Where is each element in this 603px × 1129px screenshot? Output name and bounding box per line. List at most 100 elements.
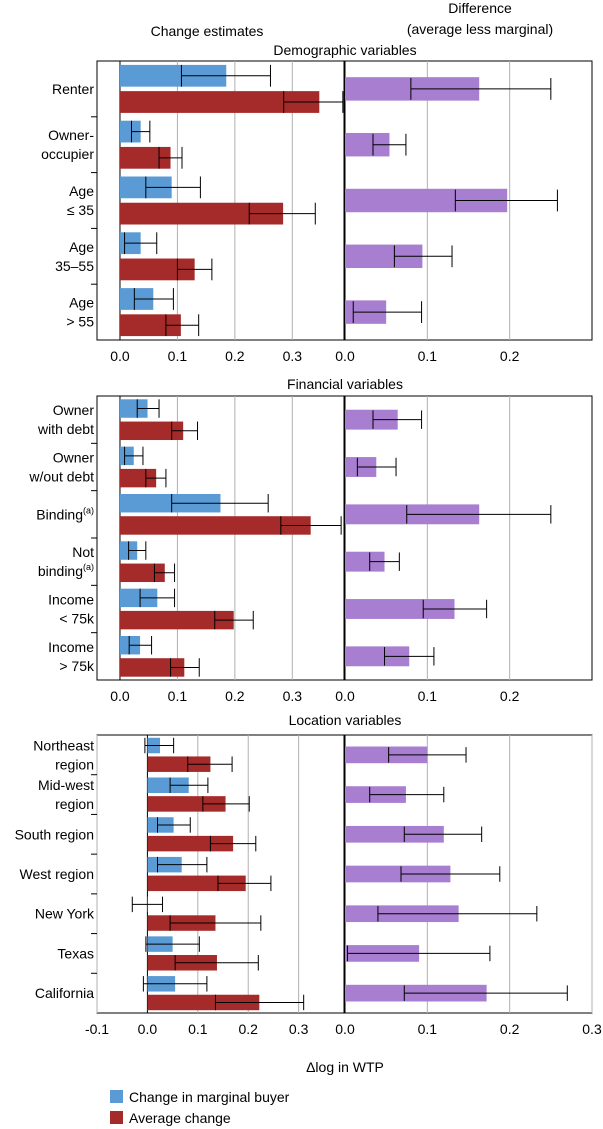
right-tick-label: 0.1: [418, 1021, 438, 1037]
category-label: Not: [72, 544, 94, 560]
right-tick-label: 0.1: [418, 688, 438, 704]
bar-difference: [345, 551, 385, 572]
bar-marginal: [119, 64, 227, 87]
bar-average: [119, 658, 185, 677]
bar-average: [119, 202, 284, 225]
left-tick-label: 0.0: [138, 1021, 158, 1037]
right-tick-label: 0.2: [500, 348, 520, 364]
right-plot-frame: [344, 395, 593, 681]
footnote-marker: (a): [83, 562, 94, 572]
right-tick-label: 0.0: [335, 688, 355, 704]
bar-difference: [345, 865, 451, 883]
left-plot-frame: [96, 734, 345, 1014]
bar-average: [119, 421, 184, 441]
left-tick-label: 0.2: [238, 1021, 258, 1037]
panel-0: Demographic variables 0.0 0.1 0.2 0.3 0.0 0.1 0…: [41, 42, 593, 364]
category-label: South region: [15, 826, 94, 842]
category-label: Owner-: [48, 127, 94, 143]
right-panel-title-line1: Difference: [448, 0, 512, 16]
bar-difference: [345, 188, 508, 213]
panel-2: Location variables -0.1 0.0 0.1 0.2 0.3 0.0 0.1…: [15, 712, 602, 1037]
bar-difference: [345, 244, 423, 269]
bar-average: [147, 835, 234, 852]
bar-difference: [345, 746, 428, 764]
category-label: Owner: [53, 402, 95, 418]
panel-title: Financial variables: [287, 376, 403, 392]
category-label: with debt: [37, 421, 94, 437]
right-panel-title-line2: (average less marginal): [407, 21, 553, 37]
right-tick-label: 0.0: [335, 348, 355, 364]
bar-average: [119, 258, 195, 281]
category-label: California: [35, 985, 94, 1001]
bar-average: [119, 563, 165, 583]
x-axis-label: Δlog in WTP: [306, 1059, 384, 1075]
category-label: region: [55, 796, 94, 812]
bar-marginal: [119, 399, 148, 418]
category-label: Renter: [52, 81, 94, 97]
right-tick-label: 0.2: [500, 688, 520, 704]
category-label: New York: [35, 906, 95, 922]
category-label: occupier: [41, 146, 94, 162]
bar-difference: [345, 132, 390, 157]
category-label: West region: [20, 866, 94, 882]
category-label: < 75k: [59, 611, 95, 627]
bar-average: [119, 468, 157, 488]
category-label: Texas: [57, 945, 94, 961]
category-label: > 75k: [59, 658, 95, 674]
panel-1: Financial variables 0.0 0.1 0.2 0.3 0.0 0.1 0.2…: [28, 376, 593, 704]
bar-average: [147, 875, 246, 892]
category-label: binding(a): [38, 562, 94, 579]
category-label: Age: [69, 295, 94, 311]
bar-difference: [345, 599, 455, 619]
bar-average: [147, 796, 226, 812]
bar-average: [147, 756, 211, 772]
left-tick-label: -0.1: [85, 1021, 109, 1037]
bar-marginal: [119, 493, 221, 513]
right-tick-label: 0.2: [500, 1021, 520, 1037]
bar-average: [119, 610, 234, 630]
category-label: Income: [48, 639, 94, 655]
legend-swatch-marginal: [110, 1090, 123, 1103]
bar-average: [119, 516, 311, 535]
left-tick-label: 0.1: [188, 1021, 208, 1037]
right-tick-label: 0.1: [418, 348, 438, 364]
right-tick-label: 0.3: [582, 1021, 602, 1037]
category-label: region: [55, 756, 94, 772]
left-plot-frame: [96, 60, 345, 341]
left-tick-label: 0.2: [225, 688, 245, 704]
category-label: Northeast: [33, 737, 94, 753]
category-label: Age: [69, 183, 94, 199]
legend-swatch-average: [110, 1111, 123, 1124]
category-label: Binding(a): [36, 505, 94, 522]
left-tick-label: 0.0: [110, 688, 130, 704]
category-label: Income: [48, 592, 94, 608]
left-tick-label: 0.2: [225, 348, 245, 364]
bar-difference: [345, 825, 444, 843]
category-label: ≤ 35: [67, 202, 94, 218]
category-label: > 55: [66, 314, 94, 330]
category-label: 35–55: [55, 258, 94, 274]
legend-label-marginal: Change in marginal buyer: [129, 1089, 290, 1105]
bar-difference: [345, 646, 410, 667]
panels: Demographic variables 0.0 0.1 0.2 0.3 0.0 0.1 0…: [15, 42, 602, 1037]
left-panel-title: Change estimates: [151, 23, 264, 39]
left-tick-label: 0.1: [168, 348, 188, 364]
left-tick-label: 0.0: [110, 348, 130, 364]
category-label: Age: [69, 239, 94, 255]
bar-marginal: [147, 777, 189, 793]
left-tick-label: 0.3: [289, 1021, 309, 1037]
bar-marginal: [119, 120, 141, 143]
bar-marginal: [119, 588, 158, 608]
left-tick-label: 0.3: [283, 688, 303, 704]
legend-label-average: Average change: [129, 1110, 231, 1126]
category-label: w/out debt: [28, 469, 94, 485]
left-tick-label: 0.3: [283, 348, 303, 364]
bar-average: [119, 91, 320, 113]
bar-average: [119, 146, 171, 169]
footnote-marker: (a): [83, 505, 94, 515]
right-tick-label: 0.0: [335, 1021, 355, 1037]
category-label: Owner: [53, 450, 95, 466]
panel-title: Location variables: [289, 712, 402, 728]
category-label: Mid-west: [38, 777, 94, 793]
